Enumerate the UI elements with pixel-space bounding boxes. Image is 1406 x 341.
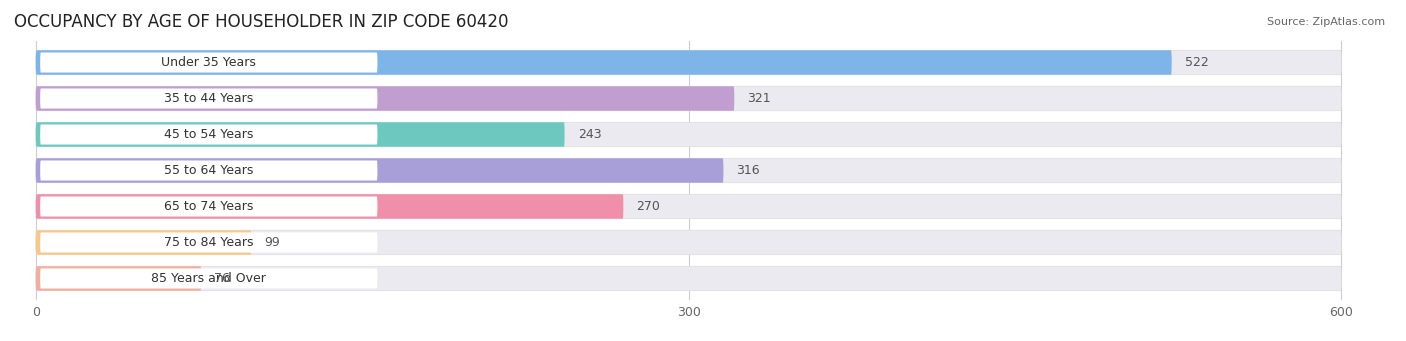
Text: 65 to 74 Years: 65 to 74 Years	[165, 200, 253, 213]
FancyBboxPatch shape	[35, 50, 1341, 75]
Text: OCCUPANCY BY AGE OF HOUSEHOLDER IN ZIP CODE 60420: OCCUPANCY BY AGE OF HOUSEHOLDER IN ZIP C…	[14, 13, 509, 31]
FancyBboxPatch shape	[35, 230, 1341, 255]
FancyBboxPatch shape	[41, 124, 377, 145]
Text: 316: 316	[737, 164, 761, 177]
Text: 243: 243	[578, 128, 602, 141]
Text: 35 to 44 Years: 35 to 44 Years	[165, 92, 253, 105]
FancyBboxPatch shape	[41, 268, 377, 288]
FancyBboxPatch shape	[41, 88, 377, 108]
FancyBboxPatch shape	[35, 86, 734, 111]
Text: Under 35 Years: Under 35 Years	[162, 56, 256, 69]
FancyBboxPatch shape	[35, 122, 1341, 147]
Text: 76: 76	[214, 272, 231, 285]
FancyBboxPatch shape	[41, 161, 377, 180]
FancyBboxPatch shape	[35, 86, 1341, 111]
FancyBboxPatch shape	[35, 194, 623, 219]
Text: 321: 321	[748, 92, 770, 105]
Text: 522: 522	[1185, 56, 1209, 69]
Text: 270: 270	[637, 200, 661, 213]
Text: 75 to 84 Years: 75 to 84 Years	[165, 236, 253, 249]
FancyBboxPatch shape	[35, 230, 252, 255]
FancyBboxPatch shape	[35, 158, 1341, 183]
Text: 45 to 54 Years: 45 to 54 Years	[165, 128, 253, 141]
FancyBboxPatch shape	[35, 50, 1171, 75]
FancyBboxPatch shape	[35, 122, 565, 147]
Text: 55 to 64 Years: 55 to 64 Years	[165, 164, 253, 177]
FancyBboxPatch shape	[41, 196, 377, 217]
FancyBboxPatch shape	[35, 158, 724, 183]
FancyBboxPatch shape	[35, 194, 1341, 219]
FancyBboxPatch shape	[35, 266, 201, 291]
FancyBboxPatch shape	[41, 53, 377, 73]
Text: Source: ZipAtlas.com: Source: ZipAtlas.com	[1267, 17, 1385, 27]
Text: 85 Years and Over: 85 Years and Over	[152, 272, 266, 285]
FancyBboxPatch shape	[41, 233, 377, 253]
Text: 99: 99	[264, 236, 280, 249]
FancyBboxPatch shape	[35, 266, 1341, 291]
